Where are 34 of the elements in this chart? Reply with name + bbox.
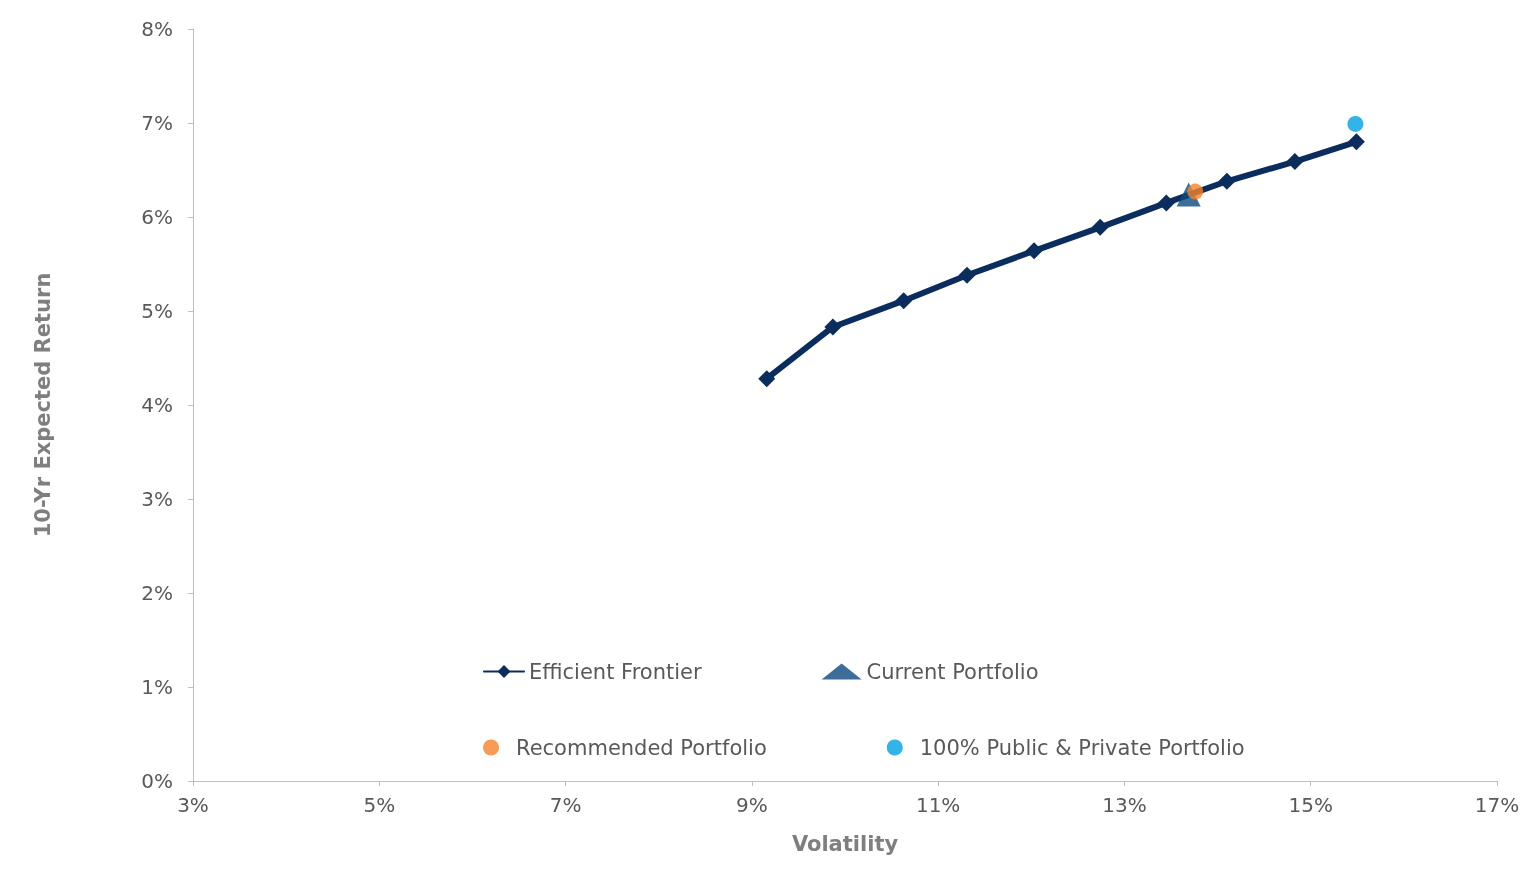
point (1025, 242, 1043, 260)
y-tick-label: 0% (141, 769, 173, 793)
y-tick-label: 1% (141, 675, 173, 699)
y-tick-label: 3% (141, 487, 173, 511)
y-axis-title: 10-Yr Expected Return (30, 272, 55, 538)
x-tick-label: 17% (1474, 793, 1520, 817)
y-tick-label: 4% (141, 393, 173, 417)
legend-label: Recommended Portfolio (516, 735, 767, 760)
point (1347, 115, 1364, 132)
x-tick-label: 13% (1102, 793, 1147, 817)
y-tick-label: 6% (141, 205, 173, 229)
point (1091, 218, 1109, 236)
x-tick-label: 9% (735, 793, 768, 817)
y-tick-label: 5% (141, 299, 173, 323)
point (1286, 153, 1304, 171)
y-tick-label: 2% (141, 581, 173, 605)
point (758, 370, 776, 388)
legend-label: Current Portfolio (866, 659, 1039, 684)
point (1347, 133, 1365, 151)
point (824, 318, 842, 336)
y-tick-label: 7% (141, 111, 173, 135)
point (1218, 172, 1236, 190)
x-tick-label: 11% (915, 793, 961, 817)
x-tick-label: 5% (363, 793, 396, 817)
legend-label: 100% Public & Private Portfolio (919, 735, 1245, 760)
y-tick-label: 8% (141, 17, 173, 41)
point (895, 292, 913, 310)
point (958, 266, 976, 284)
x-tick-label: 7% (549, 793, 582, 817)
legend-label: Efficient Frontier (529, 659, 702, 684)
x-tick-label: 15% (1288, 793, 1333, 817)
x-tick-label: 3% (177, 793, 209, 817)
point (1157, 194, 1175, 212)
x-axis-title: Volatility (791, 831, 899, 856)
